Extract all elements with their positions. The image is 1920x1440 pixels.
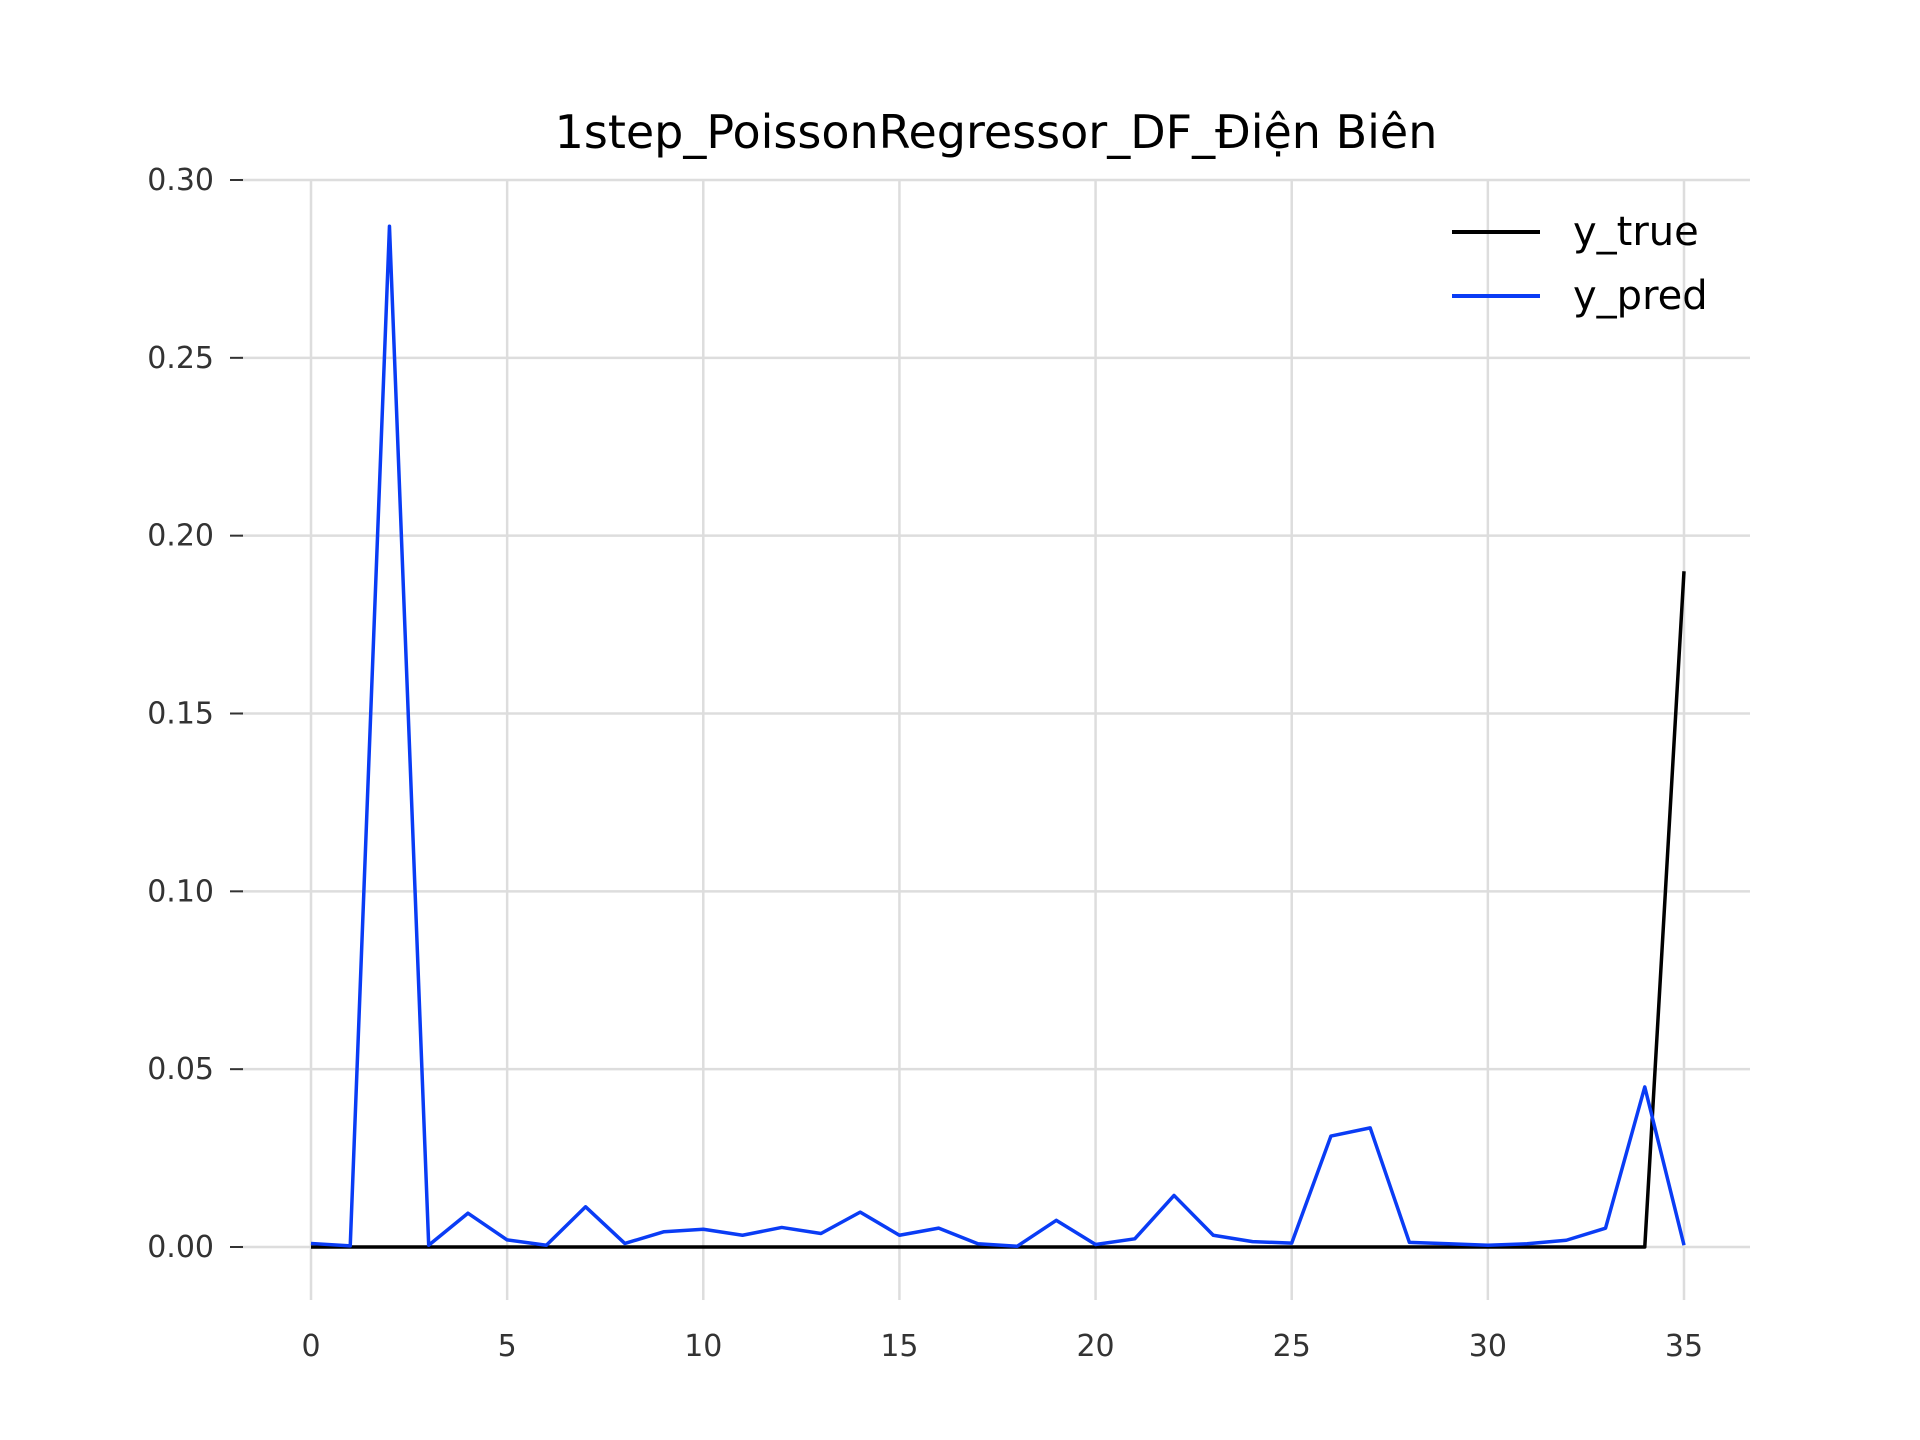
chart-title: 1step_PoissonRegressor_DF_Điện Biên bbox=[555, 105, 1438, 159]
x-tick-label: 15 bbox=[880, 1329, 918, 1364]
y-tick-label: 0.25 bbox=[147, 341, 214, 376]
x-tick-label: 5 bbox=[498, 1329, 517, 1364]
x-tick-label: 20 bbox=[1076, 1329, 1114, 1364]
legend: y_true y_pred bbox=[1452, 209, 1708, 319]
series-line-y-pred bbox=[310, 224, 1686, 1249]
x-tick-label: 10 bbox=[684, 1329, 722, 1364]
x-tick-label: 35 bbox=[1665, 1329, 1703, 1364]
legend-label-y-pred: y_pred bbox=[1573, 273, 1708, 319]
legend-label-y-true: y_true bbox=[1573, 209, 1699, 255]
y-tick-label: 0.30 bbox=[147, 163, 214, 198]
y-tick-label: 0.10 bbox=[147, 874, 214, 909]
x-tick-label: 25 bbox=[1273, 1329, 1311, 1364]
axes: 0 5 10 15 20 25 30 35 0.00 0.05 0.10 0.15 0.20 0.25 0.… bbox=[147, 163, 1703, 1364]
y-tick-label: 0.05 bbox=[147, 1052, 214, 1087]
y-tick-label: 0.00 bbox=[147, 1230, 214, 1265]
x-tick-label: 0 bbox=[301, 1329, 320, 1364]
grid-lines bbox=[240, 178, 1750, 1300]
series-line-y-true bbox=[311, 571, 1686, 1249]
y-tick-label: 0.15 bbox=[147, 697, 214, 732]
x-tick-label: 30 bbox=[1469, 1329, 1507, 1364]
plot-area-series bbox=[310, 224, 1686, 1249]
y-tick-label: 0.20 bbox=[147, 519, 214, 554]
